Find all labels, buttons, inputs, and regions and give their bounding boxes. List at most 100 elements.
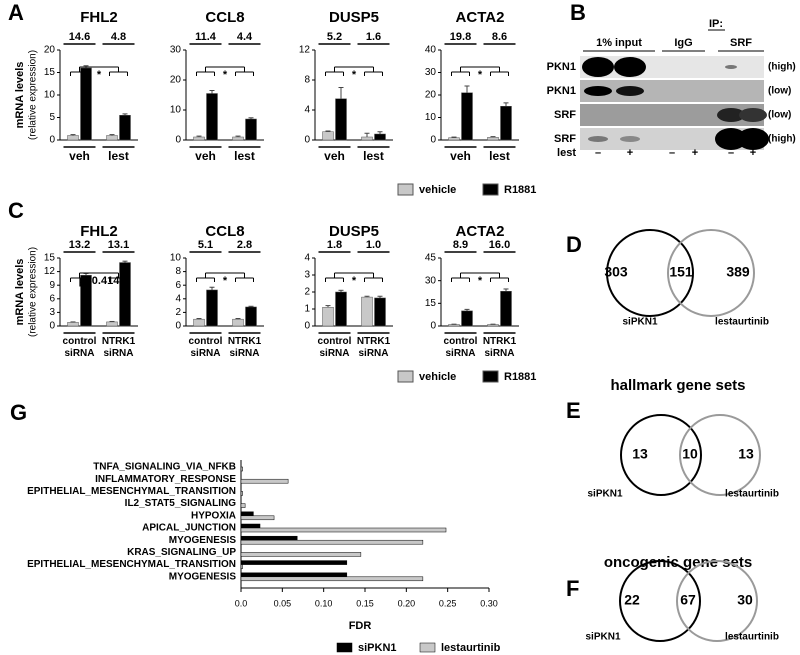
blot-band: [725, 65, 737, 69]
y-tick-label: 6: [49, 293, 55, 304]
legend-label: R1881: [504, 184, 536, 196]
subplot-title: FHL2: [80, 223, 118, 240]
legend-swatch: [482, 370, 499, 383]
y-tick-label: 4: [304, 105, 310, 116]
error-bar: [325, 130, 331, 132]
y-axis-label: mRNA levels: [14, 62, 26, 129]
bar: [240, 564, 243, 569]
bar: [240, 466, 243, 472]
bar: [232, 136, 244, 141]
blot-strip: [580, 104, 764, 126]
y-tick-label: 0: [430, 135, 436, 146]
subplot-title: ACTA2: [456, 9, 505, 26]
bar: [193, 136, 205, 141]
lane-sign: –: [669, 147, 675, 159]
venn-label: siPKN1: [585, 632, 620, 643]
venn-count: 30: [737, 592, 753, 608]
error-bar: [503, 102, 509, 107]
y-tick-label: 20: [44, 45, 56, 56]
venn-count: 13: [738, 446, 754, 462]
venn-circle: [667, 229, 755, 317]
venn-count: 22: [624, 592, 640, 608]
legend-label: lestaurtinib: [441, 642, 501, 654]
subplot-title: FHL2: [80, 9, 118, 26]
category-label: APICAL_JUNCTION: [142, 523, 236, 534]
category-label: INFLAMMATORY_RESPONSE: [95, 474, 236, 485]
category-label: TNFA_SIGNALING_VIA_NFKB: [93, 462, 236, 473]
bar: [245, 306, 257, 327]
bar: [322, 131, 334, 141]
y-tick-label: 0: [304, 321, 310, 332]
x-tick-label: NTRK1 siRNA: [357, 336, 391, 359]
bar: [67, 322, 79, 327]
blot-band: [717, 108, 745, 122]
bar: [240, 572, 348, 578]
error-bar: [248, 305, 254, 307]
y-tick-label: 10: [170, 253, 182, 264]
error-bar: [364, 295, 370, 298]
y-axis-label: (relative expression): [28, 50, 39, 140]
error-bar: [248, 117, 254, 119]
panel-label: E: [566, 398, 581, 423]
bar: [461, 310, 473, 327]
legend-swatch: [482, 183, 499, 196]
legend-swatch: [336, 642, 353, 653]
x-tick-label: control siRNA: [318, 336, 352, 359]
bar: [240, 503, 246, 508]
error-bar: [464, 308, 470, 311]
subplot-title: DUSP5: [329, 223, 379, 240]
significance: *: [223, 275, 228, 287]
panel-label: G: [10, 400, 27, 425]
bar: [361, 296, 373, 327]
significance: *: [352, 275, 357, 287]
venn-circle: [619, 560, 701, 642]
legend-label: R1881: [504, 371, 536, 383]
error-bar: [122, 260, 128, 263]
x-tick-label: NTRK1 siRNA: [228, 336, 262, 359]
y-tick-label: 0: [430, 321, 436, 332]
significance: *: [97, 69, 102, 81]
y-tick-label: 15: [44, 67, 56, 78]
panel-label: F: [566, 576, 579, 601]
category-label: MYOGENESIS: [169, 571, 237, 582]
bar: [119, 115, 131, 141]
venn-count: 67: [680, 592, 696, 608]
column-group-label: SRF: [730, 37, 752, 49]
column-group-label: 1% input: [596, 37, 642, 49]
error-bar: [122, 113, 128, 116]
venn-circle: [620, 414, 702, 496]
subplot-title: CCL8: [205, 223, 244, 240]
significance: *: [478, 275, 483, 287]
fold-label: 1.6: [366, 31, 381, 43]
y-tick-label: 12: [44, 266, 56, 277]
y-tick-label: 5: [49, 112, 55, 123]
fold-label: 4.8: [111, 31, 126, 43]
blot-band: [584, 86, 612, 96]
fold-label: 16.0: [489, 239, 510, 251]
fold-label: 13.2: [69, 239, 90, 251]
error-bar: [338, 289, 344, 292]
blot-row-label: SRF: [554, 109, 576, 121]
bar: [240, 491, 243, 496]
bar: [240, 523, 261, 529]
significance: *: [223, 69, 228, 81]
fold-label: 11.4: [195, 31, 217, 43]
subplot-title: DUSP5: [329, 9, 379, 26]
legend-swatch: [397, 183, 414, 196]
error-bar: [377, 131, 383, 134]
fold-label: 5.1: [198, 239, 213, 251]
exposure-label: (high): [768, 62, 796, 73]
x-tick-label: veh: [324, 149, 345, 163]
error-bar: [196, 135, 202, 137]
y-tick-label: 15: [44, 253, 56, 264]
significance: *: [352, 69, 357, 81]
legend-swatch: [419, 642, 436, 653]
y-tick-label: 0: [175, 135, 181, 146]
blot-row-label: PKN1: [547, 85, 576, 97]
legend-swatch: [397, 370, 414, 383]
y-tick-label: 10: [44, 90, 56, 101]
y-tick-label: 20: [425, 90, 437, 101]
subplot-title: CCL8: [205, 9, 244, 26]
error-bar: [209, 90, 215, 94]
